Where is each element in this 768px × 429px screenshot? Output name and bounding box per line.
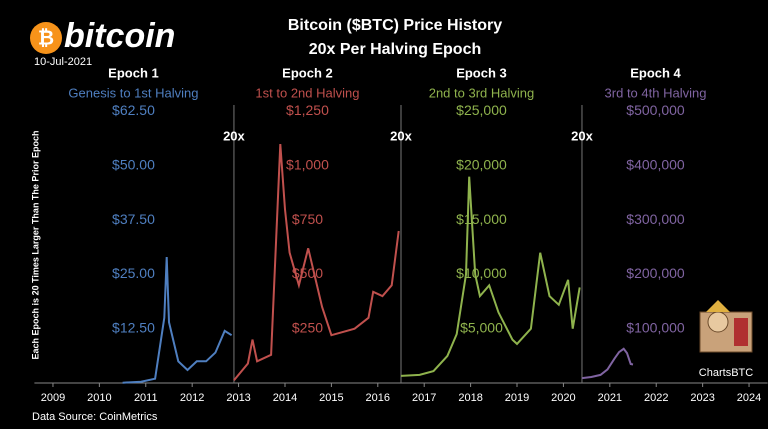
price-line [581,347,634,380]
x-tick-label: 2012 [180,392,204,404]
y-tick-label: $750 [292,211,323,227]
x-tick-label: 2009 [41,392,65,404]
epoch-subtitle: 3rd to 4th Halving [605,85,707,100]
logo-circle [30,22,62,54]
x-tick-label: 2018 [458,392,482,404]
y-tick-label: $20,000 [456,157,507,173]
chart-subtitle: 20x Per Halving Epoch [309,41,482,58]
x-tick-label: 2017 [412,392,436,404]
y-tick-label: $300,000 [626,211,685,227]
y-tick-label: $1,000 [286,157,329,173]
x-tick-label: 2024 [737,392,761,404]
x-tick-label: 2010 [87,392,111,404]
mascot [699,300,753,353]
epoch-subtitle: 1st to 2nd Halving [255,85,359,100]
annotation: 20x [571,128,593,143]
x-tick-label: 2019 [505,392,529,404]
x-tick-label: 2016 [366,392,390,404]
date: 10-Jul-2021 [34,56,92,68]
y-tick-label: $400,000 [626,157,685,173]
x-tick-label: 2011 [134,392,158,404]
price-line [122,256,233,384]
mascot-head [707,311,729,333]
y-tick-label: $1,250 [286,102,329,118]
epoch-title: Epoch 4 [630,65,681,80]
epoch-subtitle: 2nd to 3rd Halving [429,85,535,100]
x-tick-label: 2021 [598,392,622,404]
epoch-subtitle: Genesis to 1st Halving [68,85,198,100]
logo-symbol: ₿ [38,27,54,49]
y-tick-label: $200,000 [626,265,685,281]
y-tick-label: $500,000 [626,102,685,118]
epoch-title: Epoch 1 [108,65,159,80]
x-tick-label: 2022 [644,392,668,404]
y-tick-label: $50.00 [112,157,155,173]
source: Data Source: CoinMetrics [32,411,158,423]
annotation: 20x [390,128,412,143]
chart-title: Bitcoin ($BTC) Price History [288,17,502,34]
epoch-title: Epoch 2 [282,65,333,80]
y-tick-label: $15,000 [456,211,507,227]
y-tick-label: $62.50 [112,102,155,118]
x-tick-label: 2013 [226,392,250,404]
y-tick-label: $37.50 [112,211,155,227]
y-tick-label: $5,000 [460,319,503,335]
y-tick-label: $12.50 [112,319,155,335]
x-tick-label: 2015 [319,392,343,404]
x-tick-label: 2020 [551,392,575,404]
mascot-hat [706,300,730,312]
x-tick-label: 2014 [273,392,297,404]
x-tick-label: 2023 [690,392,714,404]
price-line [400,176,581,377]
price-line [233,144,400,382]
mascot-flag [734,318,748,346]
y-axis-label: Each Epoch is 20 Times Larger Than The P… [30,131,40,360]
epoch-title: Epoch 3 [456,65,507,80]
y-tick-label: $25,000 [456,102,507,118]
annotation: 20x [223,128,245,143]
watermark: ChartsBTC [699,367,753,379]
y-tick-label: $25.00 [112,265,155,281]
logo-text: bitcoin [64,17,175,55]
y-tick-label: $100,000 [626,319,685,335]
y-tick-label: $10,000 [456,265,507,281]
y-tick-label: $250 [292,319,323,335]
